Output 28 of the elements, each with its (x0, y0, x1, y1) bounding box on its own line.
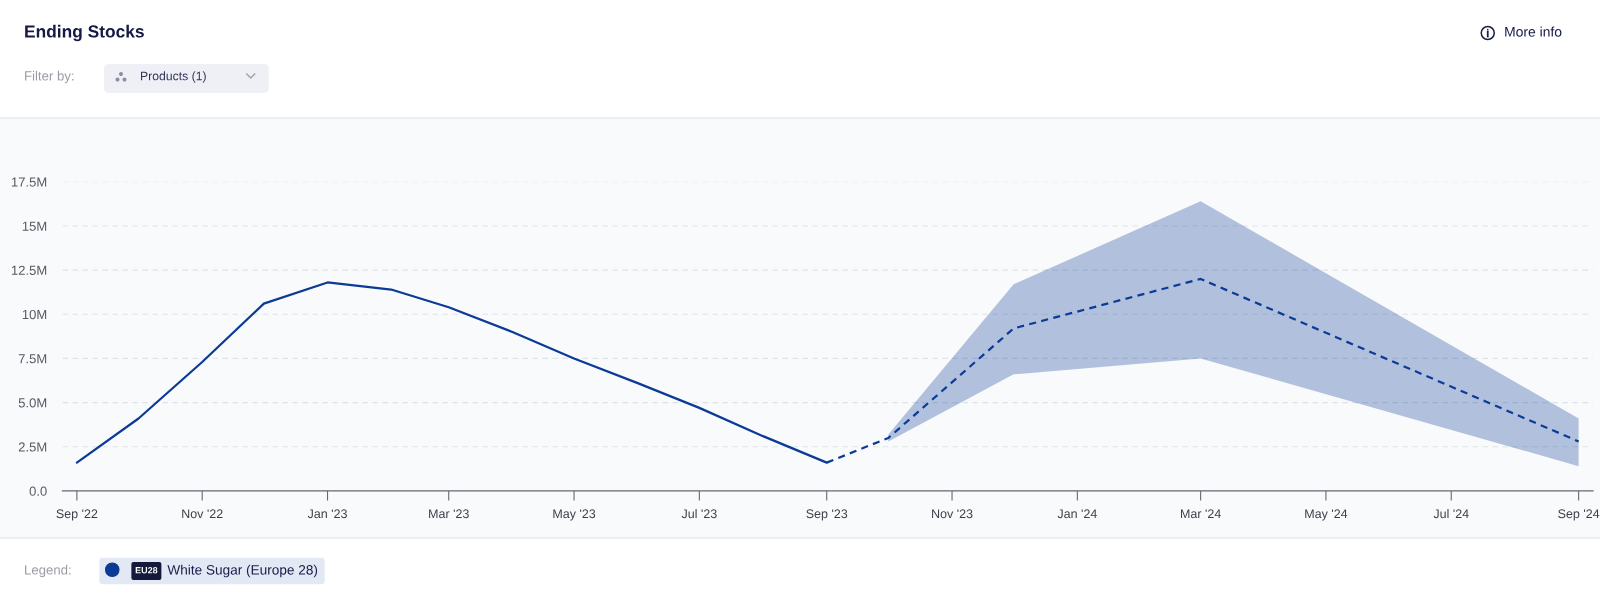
y-tick-label: 0.0 (29, 486, 47, 496)
y-tick-label: 7.5M (18, 354, 47, 364)
x-tick-label: May '23 (553, 509, 596, 521)
x-tick-label: Sep '23 (806, 509, 848, 521)
x-tick-label: Mar '24 (1181, 509, 1221, 519)
text: Products (1) (141, 71, 206, 83)
y-tick-label: 17.5M (11, 177, 47, 187)
x-tick-label: Jan '24 (1057, 509, 1097, 519)
x-tick-label: Nov '22 (182, 509, 223, 519)
text: EU28 (135, 567, 158, 574)
x-tick-label: Sep '22 (56, 509, 98, 521)
x-tick-label: Mar '23 (429, 509, 469, 519)
legend-title: Legend: (25, 564, 71, 578)
x-tick-label: Sep '24 (1558, 509, 1600, 521)
x-tick-label: Jul '24 (1433, 508, 1469, 519)
y-tick-label: 10M (22, 309, 47, 320)
chart-title: Ending Stocks (25, 24, 144, 42)
x-tick-label: Jan '23 (307, 509, 347, 519)
text: Filter by: (25, 70, 74, 84)
x-tick-label: May '24 (1305, 509, 1348, 521)
y-tick-label: 5.0M (18, 398, 47, 408)
x-tick-label: Nov '23 (932, 509, 973, 519)
x-tick-label: Jul '23 (681, 508, 717, 519)
text: White Sugar (Europe 28) (167, 564, 318, 578)
y-tick-label: 2.5M (18, 442, 47, 452)
y-tick-label: 12.5M (11, 265, 47, 275)
text: More info (1505, 26, 1562, 37)
y-tick-label: 15M (22, 221, 47, 231)
